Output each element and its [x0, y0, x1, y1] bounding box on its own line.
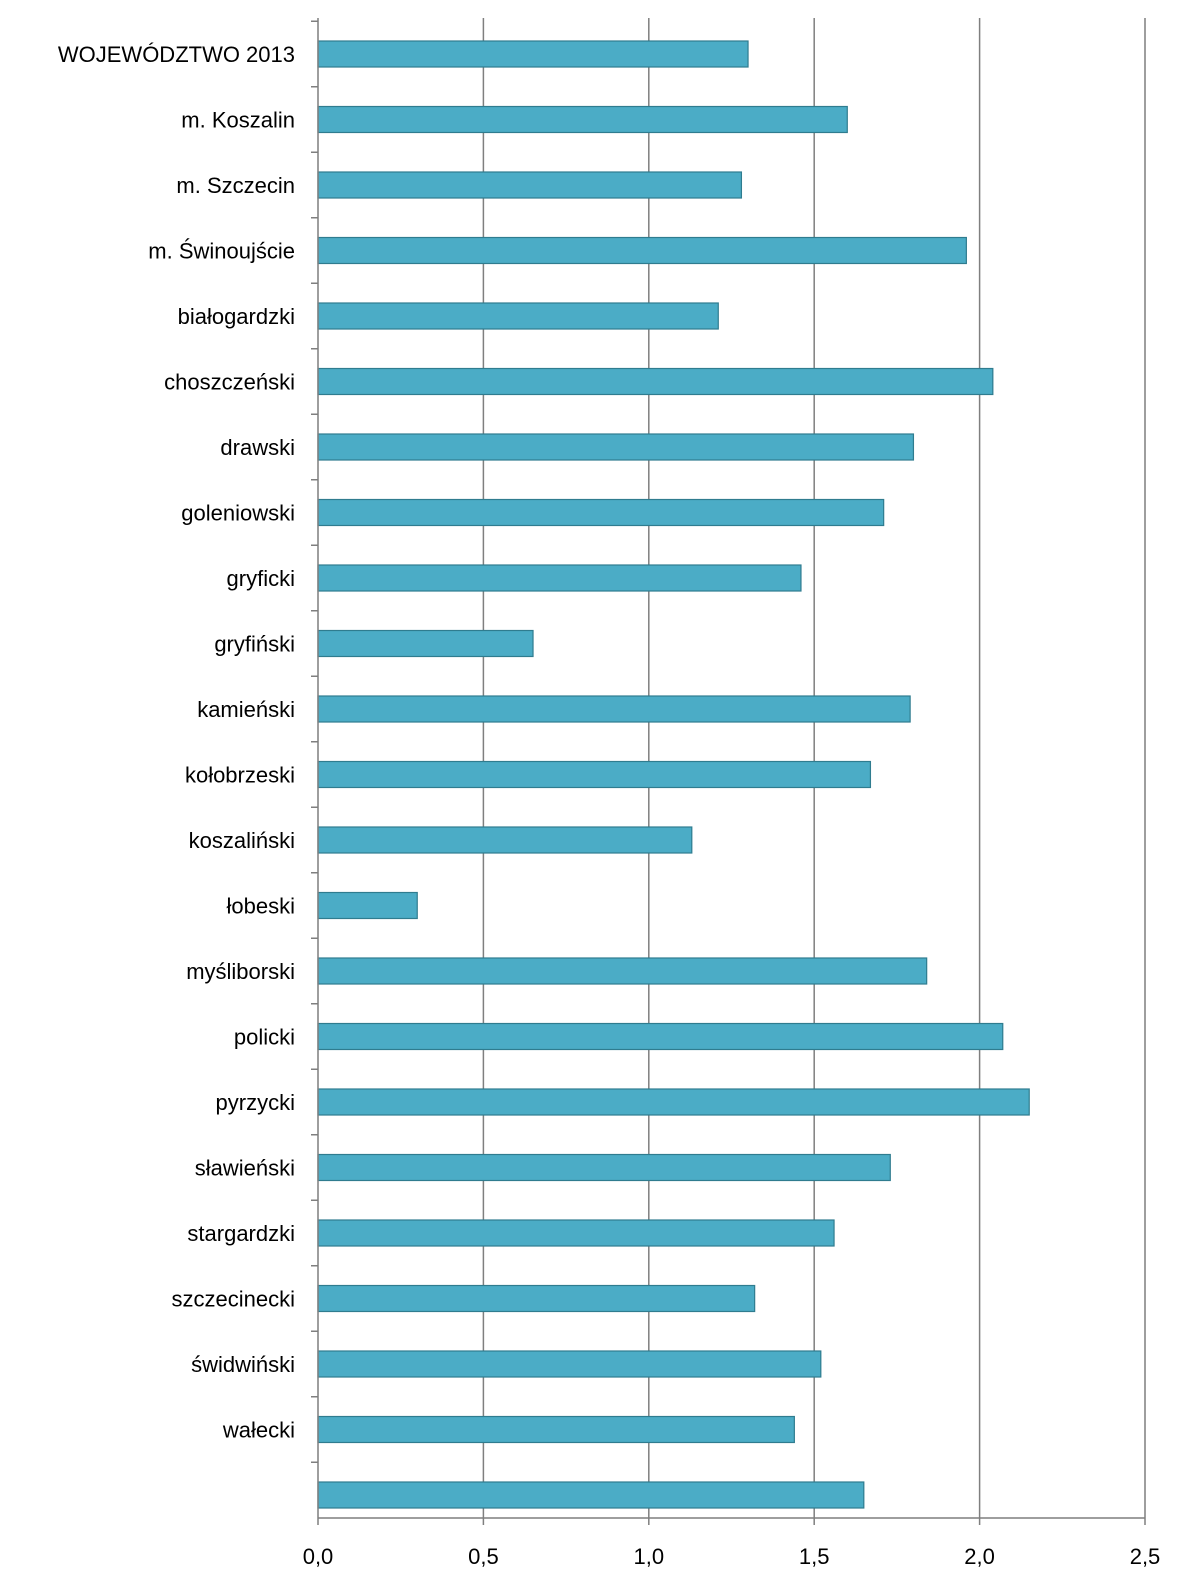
bar [317, 957, 928, 985]
bar [317, 40, 749, 68]
category-label: sławieński [195, 1156, 295, 1181]
category-label: m. Świnoujście [148, 239, 295, 264]
bar [317, 1088, 1030, 1116]
category-label: świdwiński [191, 1352, 295, 1377]
category-label: stargardzki [187, 1221, 295, 1246]
category-label: białogardzki [178, 304, 295, 329]
x-tick-label: 0,0 [303, 1544, 334, 1569]
bar [317, 1284, 756, 1313]
category-label: gryficki [227, 566, 295, 591]
bar [317, 1153, 891, 1182]
category-label: policki [234, 1025, 295, 1050]
category-label: kamieński [197, 697, 295, 722]
category-label: m. Koszalin [181, 108, 295, 133]
bar [317, 367, 994, 396]
bar [317, 629, 534, 658]
category-label: drawski [220, 435, 295, 460]
bar [317, 1350, 822, 1378]
axes [311, 18, 1146, 1525]
bar [317, 105, 848, 134]
bar [317, 498, 885, 527]
bar [317, 1219, 835, 1247]
bars [317, 40, 1030, 1509]
x-tick-label: 2,0 [964, 1544, 995, 1569]
bar [317, 236, 967, 265]
category-label: koszaliński [189, 828, 295, 853]
x-tick-label: 0,5 [468, 1544, 499, 1569]
category-label: kołobrzeski [185, 763, 295, 788]
category-label: choszczeński [164, 370, 295, 395]
x-tick-label: 1,5 [799, 1544, 830, 1569]
category-label: myśliborski [186, 959, 295, 984]
bar [317, 695, 911, 723]
bar [317, 1415, 795, 1444]
bar [317, 1481, 865, 1509]
labels: 0,0 0,5 1,0 1,5 2,0 2,5 WOJEWÓDZTWO 2013 m. Kos… [58, 42, 1160, 1569]
category-label: wałecki [222, 1418, 295, 1443]
bar [317, 891, 418, 920]
category-label: m. Szczecin [176, 173, 295, 198]
bar [317, 433, 915, 461]
bar [317, 564, 802, 592]
category-label: pyrzycki [216, 1090, 295, 1115]
bar [317, 171, 743, 199]
bar [317, 760, 872, 789]
x-tick-label: 1,0 [634, 1544, 665, 1569]
bar [317, 826, 693, 854]
x-tick-label: 2,5 [1130, 1544, 1161, 1569]
category-label: WOJEWÓDZTWO 2013 [58, 42, 295, 67]
bar [317, 1022, 1004, 1051]
category-label: goleniowski [181, 501, 295, 526]
category-label: łobeski [227, 894, 295, 919]
category-label: szczecinecki [172, 1287, 295, 1312]
category-label: gryfiński [214, 632, 295, 657]
bar [317, 302, 719, 330]
